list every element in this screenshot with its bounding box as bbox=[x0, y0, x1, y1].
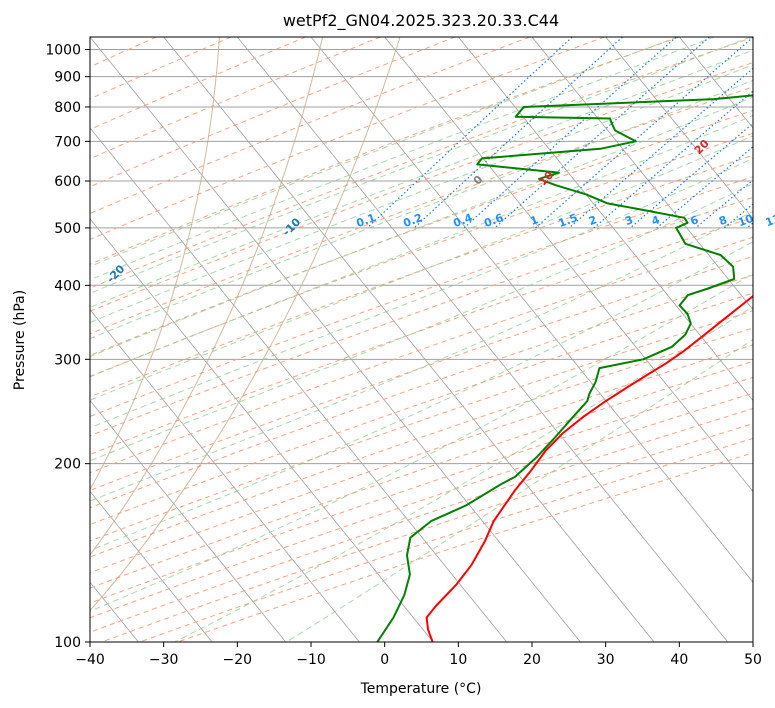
y-tick-label: 700 bbox=[54, 134, 81, 150]
y-tick-label: 100 bbox=[54, 635, 81, 651]
mixing-ratio-label: 8 bbox=[717, 213, 729, 228]
moist-adiabat-line bbox=[90, 64, 753, 324]
moist-adiabat-line bbox=[90, 49, 753, 309]
y-axis-label: Pressure (hPa) bbox=[12, 290, 28, 390]
isotherm-gridline bbox=[90, 37, 581, 642]
x-tick-label: 50 bbox=[744, 652, 762, 668]
isotherm-gridline bbox=[90, 127, 508, 642]
isotherm-gridline bbox=[605, 37, 753, 220]
x-tick-label: 40 bbox=[670, 652, 688, 668]
isotherm-gridline bbox=[458, 37, 753, 402]
mixing-ratio-line bbox=[535, 37, 753, 229]
dry-adiabat-line bbox=[90, 360, 753, 589]
mixing-ratio-line bbox=[366, 37, 573, 229]
curved-reference-line bbox=[90, 37, 401, 612]
temperature-profile-line bbox=[425, 294, 753, 642]
dry-adiabat-line bbox=[90, 37, 530, 215]
isotherm-gridline bbox=[90, 308, 360, 642]
y-tick-label: 400 bbox=[54, 278, 81, 294]
isotherm-gridline bbox=[384, 37, 753, 493]
mixing-ratio-label: 0.2 bbox=[401, 211, 424, 230]
x-tick-label: 20 bbox=[523, 652, 541, 668]
isotherm-gridline bbox=[90, 490, 213, 642]
y-tick-label: 900 bbox=[54, 70, 81, 86]
moist-adiabat-line bbox=[90, 96, 753, 358]
dry-adiabat-line bbox=[90, 37, 306, 130]
isotherm-gridline bbox=[163, 37, 655, 642]
mixing-ratio-line bbox=[695, 179, 753, 229]
isotherm-gridline bbox=[90, 399, 287, 642]
mixing-ratio-line bbox=[413, 37, 623, 229]
mixing-ratio-label: 0.6 bbox=[482, 211, 505, 230]
moist-adiabat-line bbox=[90, 182, 753, 462]
dry-adiabat-line bbox=[90, 310, 753, 542]
dry-adiabat-line bbox=[90, 217, 753, 455]
isotherm-gridline bbox=[90, 218, 434, 642]
moist-adiabat-line bbox=[90, 37, 678, 268]
y-tick-label: 1000 bbox=[45, 43, 81, 59]
y-tick-label: 600 bbox=[54, 174, 81, 190]
x-tick-label: −40 bbox=[75, 652, 105, 668]
mixing-ratio-label: 13 bbox=[764, 212, 775, 229]
dewpoint-profile-line bbox=[376, 94, 753, 642]
plot-frame bbox=[89, 36, 754, 643]
mixing-ratio-label: 10 bbox=[736, 212, 755, 230]
curved-reference-line bbox=[90, 37, 324, 556]
dry-adiabat-line bbox=[90, 37, 605, 240]
y-tick-label: 800 bbox=[54, 100, 81, 116]
x-tick-label: −10 bbox=[296, 652, 326, 668]
mixing-ratio-label: 6 bbox=[689, 213, 701, 228]
mixing-ratio-label: 1.5 bbox=[557, 211, 580, 230]
dry-adiabat-line bbox=[90, 392, 753, 619]
dry-adiabat-line bbox=[90, 154, 753, 398]
chart-title: wetPf2_GN04.2025.323.20.33.C44 bbox=[283, 11, 559, 31]
moist-adiabat-line bbox=[90, 241, 753, 552]
x-tick-label: 10 bbox=[449, 652, 467, 668]
x-tick-label: 30 bbox=[597, 652, 615, 668]
isotherm-gridline bbox=[531, 37, 753, 311]
dry-adiabat-line bbox=[90, 196, 753, 437]
x-tick-label: 0 bbox=[380, 652, 389, 668]
x-tick-label: −20 bbox=[223, 652, 253, 668]
y-tick-label: 500 bbox=[54, 221, 81, 237]
mixing-ratio-label: 4 bbox=[650, 213, 662, 228]
curved-reference-line bbox=[90, 37, 220, 491]
x-axis-label: Temperature (°C) bbox=[360, 681, 482, 697]
x-tick-label: −30 bbox=[149, 652, 179, 668]
mixing-ratio-label: 1 bbox=[528, 213, 540, 228]
moist-adiabat-line bbox=[90, 79, 753, 340]
mixing-ratio-line bbox=[593, 90, 753, 229]
mixing-ratio-line bbox=[463, 37, 677, 229]
mixing-ratio-line bbox=[629, 122, 753, 229]
isotherm-gridline bbox=[237, 37, 729, 642]
dry-adiabat-line bbox=[90, 37, 753, 289]
mixing-ratio-label: 3 bbox=[623, 213, 635, 228]
dry-adiabat-line bbox=[90, 255, 753, 491]
moist-adiabat-line bbox=[90, 135, 753, 401]
y-tick-label: 200 bbox=[54, 457, 81, 473]
mixing-ratio-label: 2 bbox=[587, 213, 599, 228]
mixing-ratio-label: 0.4 bbox=[451, 211, 474, 230]
y-tick-label: 300 bbox=[54, 352, 81, 368]
mixing-ratio-label: 0.1 bbox=[355, 211, 378, 230]
dry-adiabat-line bbox=[90, 37, 381, 160]
